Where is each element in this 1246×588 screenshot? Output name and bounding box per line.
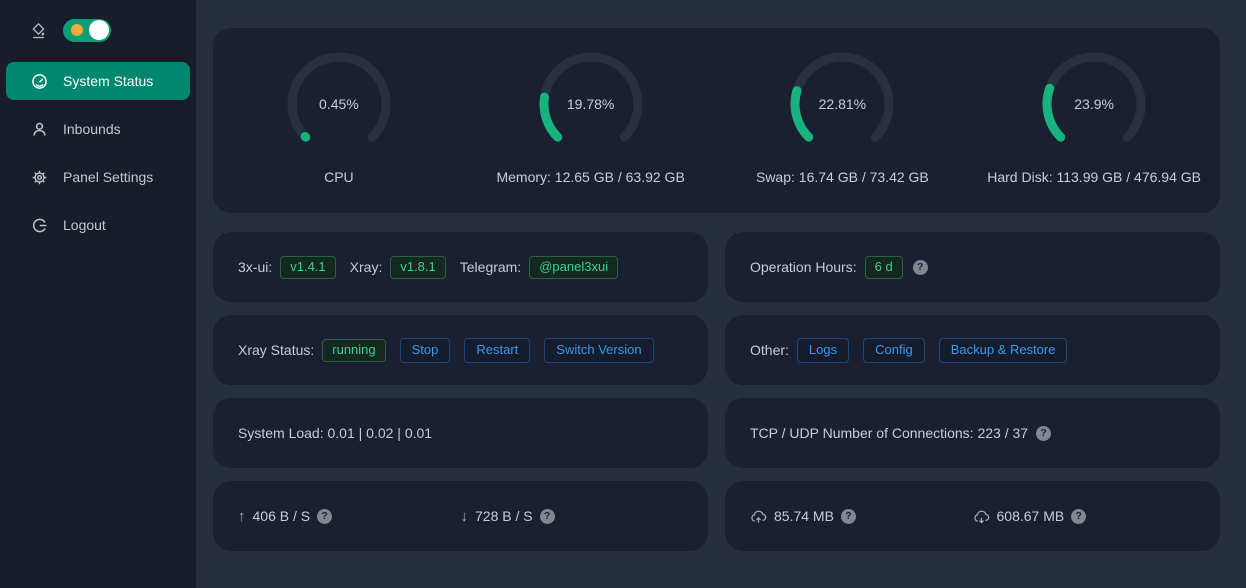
telegram-handle-tag[interactable]: @panel3xui (529, 255, 619, 279)
total-traffic-card: 85.74 MB ? 608.67 MB ? (725, 481, 1220, 551)
stop-button[interactable]: Stop (399, 337, 451, 363)
other-actions-card: Other: Logs Config Backup & Restore (725, 315, 1220, 385)
connections-card: TCP / UDP Number of Connections: 223 / 3… (725, 398, 1220, 468)
help-icon[interactable]: ? (1036, 425, 1052, 441)
help-icon[interactable]: ? (912, 259, 928, 275)
gauge-value: 22.81% (818, 96, 867, 112)
operation-hours-label: Operation Hours: (750, 259, 857, 275)
gauge-value: 19.78% (566, 96, 615, 112)
traffic-sent-metric: 85.74 MB ? (750, 508, 973, 525)
download-speed-value: 728 B / S (475, 508, 533, 524)
sidebar-item-label: Panel Settings (63, 169, 154, 185)
gauge-cpu: 0.45% CPU (213, 50, 465, 185)
logs-button[interactable]: Logs (796, 337, 850, 363)
sidebar-menu: System Status Inbounds (0, 62, 196, 254)
upload-speed-metric: ↑ 406 B / S ? (238, 508, 461, 525)
gauge-label: Memory: 12.65 GB / 63.92 GB (496, 169, 685, 185)
telegram-label: Telegram: (459, 259, 522, 275)
gear-icon (31, 169, 48, 186)
system-load-text: System Load: 0.01 | 0.02 | 0.01 (238, 425, 433, 441)
xui-version-tag: v1.4.1 (280, 255, 336, 279)
help-icon[interactable]: ? (539, 508, 555, 524)
sidebar-item-label: Logout (63, 217, 106, 233)
toggle-knob (89, 20, 109, 40)
gauge-label: Swap: 16.74 GB / 73.42 GB (755, 169, 929, 185)
gauge-memory: 19.78% Memory: 12.65 GB / 63.92 GB (465, 50, 717, 185)
sidebar-item-label: Inbounds (63, 121, 121, 137)
user-icon (31, 121, 48, 138)
sidebar-item-panel-settings[interactable]: Panel Settings (6, 158, 190, 196)
main-content: 0.45% CPU 19.78% Memory: 12.65 GB / 63.9… (196, 0, 1246, 588)
xray-status-card: Xray Status: running Stop Restart Switch… (213, 315, 708, 385)
arrow-up-icon: ↑ (238, 507, 246, 525)
network-speed-card: ↑ 406 B / S ? ↓ 728 B / S ? (213, 481, 708, 551)
status-overview-card: 0.45% CPU 19.78% Memory: 12.65 GB / 63.9… (213, 28, 1220, 213)
help-icon[interactable]: ? (840, 508, 856, 524)
config-button[interactable]: Config (863, 337, 925, 363)
xray-status-tag: running (322, 338, 386, 362)
system-load-card: System Load: 0.01 | 0.02 | 0.01 (213, 398, 708, 468)
sidebar-item-inbounds[interactable]: Inbounds (6, 110, 190, 148)
traffic-sent-value: 85.74 MB (774, 508, 834, 524)
xray-label: Xray: (349, 259, 383, 275)
gauge-label: Hard Disk: 113.99 GB / 476.94 GB (987, 169, 1201, 185)
operation-hours-card: Operation Hours: 6 d ? (725, 232, 1220, 302)
xray-status-label: Xray Status: (238, 342, 315, 358)
sidebar-item-logout[interactable]: Logout (6, 206, 190, 244)
cloud-download-icon (973, 508, 990, 525)
sidebar-item-label: System Status (63, 73, 154, 89)
other-label: Other: (750, 342, 789, 358)
download-speed-metric: ↓ 728 B / S ? (461, 508, 684, 525)
gauge-hard-disk: 23.9% Hard Disk: 113.99 GB / 476.94 GB (968, 50, 1220, 185)
bg-colors-icon (30, 22, 47, 39)
help-icon[interactable]: ? (1071, 508, 1087, 524)
operation-hours-tag: 6 d (864, 255, 903, 279)
sun-icon (71, 24, 83, 36)
dark-mode-toggle[interactable] (63, 18, 111, 42)
sidebar: System Status Inbounds (0, 0, 196, 588)
xui-label: 3x-ui: (238, 259, 273, 275)
gauge-value: 23.9% (1074, 96, 1114, 112)
help-icon[interactable]: ? (317, 508, 333, 524)
versions-card: 3x-ui: v1.4.1 Xray: v1.8.1 Telegram: @pa… (213, 232, 708, 302)
connections-text: TCP / UDP Number of Connections: 223 / 3… (750, 425, 1029, 441)
upload-speed-value: 406 B / S (252, 508, 311, 524)
xray-version-tag: v1.8.1 (390, 255, 446, 279)
traffic-received-metric: 608.67 MB ? (973, 508, 1196, 525)
restart-button[interactable]: Restart (464, 337, 531, 363)
info-rows: 3x-ui: v1.4.1 Xray: v1.8.1 Telegram: @pa… (213, 232, 1220, 551)
theme-row (0, 16, 196, 44)
switch-version-button[interactable]: Switch Version (544, 337, 654, 363)
sidebar-item-system-status[interactable]: System Status (6, 62, 190, 100)
cloud-upload-icon (750, 508, 767, 525)
arrow-down-icon: ↓ (460, 507, 469, 525)
dashboard-icon (31, 73, 48, 90)
backup-restore-button[interactable]: Backup & Restore (938, 337, 1068, 363)
gauge-swap: 22.81% Swap: 16.74 GB / 73.42 GB (717, 50, 969, 185)
logout-icon (31, 217, 48, 234)
gauge-value: 0.45% (319, 96, 359, 112)
gauge-label: CPU (324, 169, 354, 185)
traffic-received-value: 608.67 MB (996, 508, 1065, 524)
